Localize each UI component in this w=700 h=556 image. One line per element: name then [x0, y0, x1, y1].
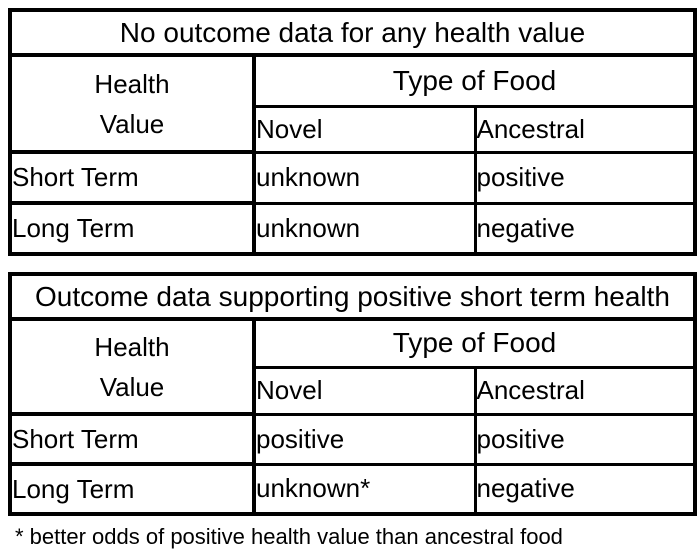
table-title: No outcome data for any health value — [8, 8, 697, 57]
table-row: Long Term unknown* negative — [8, 462, 697, 516]
cell-short-term-ancestral: positive — [473, 412, 697, 466]
cell-short-term-novel: unknown — [252, 150, 477, 205]
row-header-health-value: Health Value — [8, 53, 256, 154]
row-header-line-1: Health — [94, 68, 170, 99]
column-header-ancestral: Ancestral — [473, 365, 697, 416]
table-row: Long Term unknown negative — [8, 201, 697, 256]
group-header-type-of-food: Type of Food — [252, 317, 697, 369]
row-header-line-1: Health — [94, 331, 170, 362]
cell-long-term-novel: unknown* — [252, 462, 477, 516]
row-header-line-2: Value — [99, 371, 165, 402]
table-row: Short Term positive positive — [8, 412, 697, 466]
cell-short-term-ancestral: positive — [473, 150, 697, 205]
column-header-novel: Novel — [252, 104, 477, 154]
column-header-novel: Novel — [252, 365, 477, 416]
cell-long-term-novel: unknown — [252, 201, 477, 256]
column-header-ancestral: Ancestral — [473, 104, 697, 154]
cell-long-term-ancestral: negative — [473, 462, 697, 516]
row-label-long-term: Long Term — [8, 201, 256, 256]
footnote-asterisk-note: * better odds of positive health value t… — [15, 524, 563, 549]
row-header-line-2: Value — [99, 108, 165, 139]
table-no-outcome-data: No outcome data for any health value Hea… — [8, 8, 697, 256]
table-title: Outcome data supporting positive short t… — [8, 272, 697, 321]
group-header-type-of-food: Type of Food — [252, 53, 697, 108]
row-label-short-term: Short Term — [8, 412, 256, 466]
cell-long-term-ancestral: negative — [473, 201, 697, 256]
row-label-short-term: Short Term — [8, 150, 256, 205]
table-outcome-data-positive-short-term: Outcome data supporting positive short t… — [8, 272, 698, 516]
table-row: Short Term unknown positive — [8, 150, 697, 205]
cell-short-term-novel: positive — [252, 412, 477, 466]
row-header-health-value: Health Value — [8, 317, 256, 416]
row-label-long-term: Long Term — [8, 462, 256, 516]
